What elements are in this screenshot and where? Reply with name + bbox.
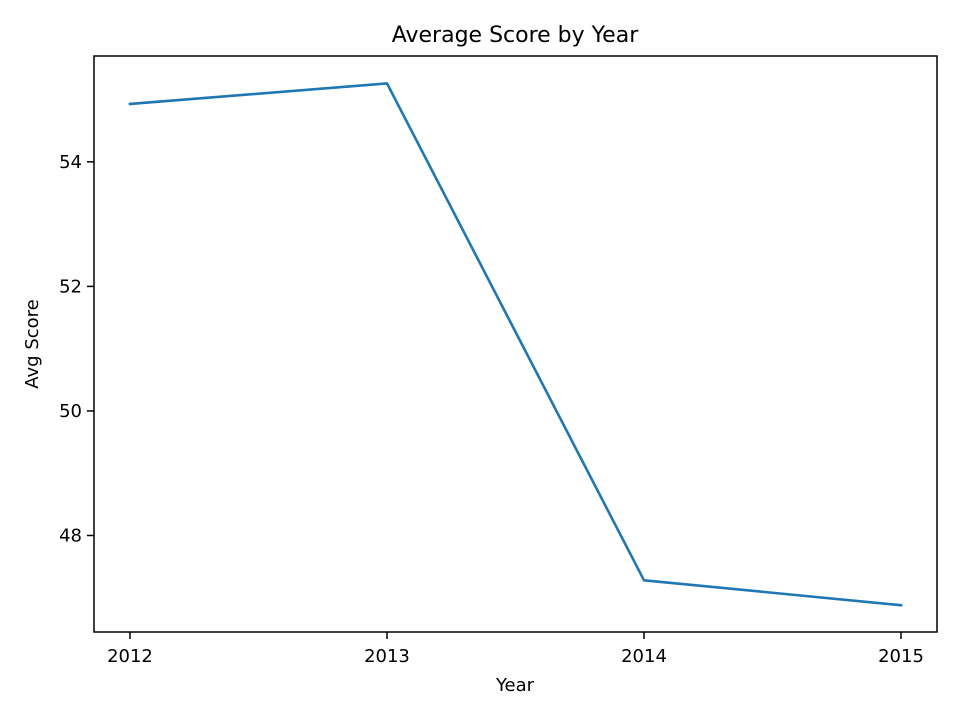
x-tick-label: 2013 bbox=[364, 646, 410, 667]
x-axis-ticks: 2012 2013 2014 2015 bbox=[107, 632, 924, 667]
x-tick-label: 2012 bbox=[107, 646, 153, 667]
y-tick-label: 52 bbox=[59, 276, 82, 297]
series-line bbox=[128, 82, 903, 607]
chart-title: Average Score by Year bbox=[392, 23, 639, 48]
y-axis-label: Avg Score bbox=[22, 299, 43, 388]
plot-area bbox=[128, 82, 903, 607]
x-tick-label: 2014 bbox=[621, 646, 667, 667]
y-tick-label: 48 bbox=[59, 525, 82, 546]
y-tick-label: 50 bbox=[59, 401, 82, 422]
y-tick-label: 54 bbox=[59, 152, 82, 173]
x-tick-label: 2015 bbox=[878, 646, 924, 667]
x-axis-label: Year bbox=[495, 675, 535, 696]
plot-frame bbox=[93, 55, 938, 633]
y-axis-ticks: 48 50 52 54 bbox=[59, 152, 94, 546]
